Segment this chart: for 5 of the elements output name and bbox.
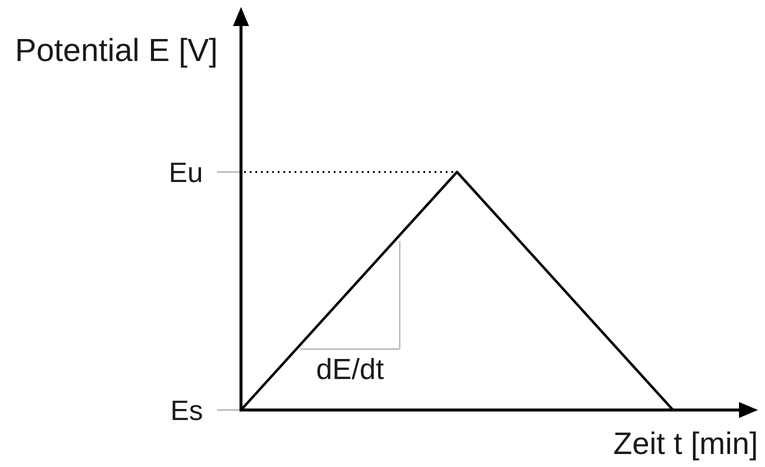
y-axis-title: Potential E [V] [15, 32, 218, 68]
x-axis-title: Zeit t [min] [613, 426, 758, 461]
ref-line-label: Eu [168, 157, 203, 188]
text: Es [170, 395, 203, 426]
annotation: dE/dt [316, 354, 384, 386]
